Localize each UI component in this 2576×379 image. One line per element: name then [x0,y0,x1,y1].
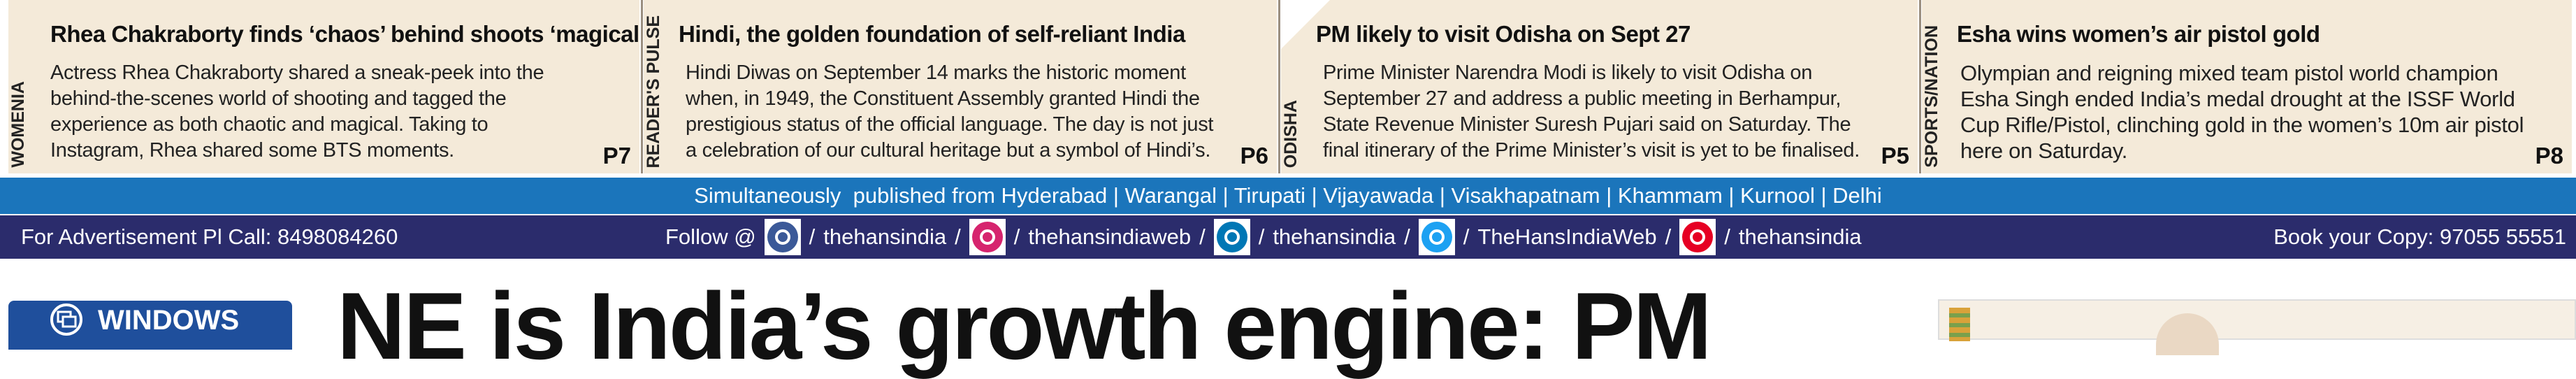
section-label: READER'S PULSE [644,15,663,168]
column-divider [1919,0,1921,173]
teaser-body: Olympian and reigning mixed team pistol … [1960,61,2524,163]
separator: / [955,224,961,249]
follow-label: Follow @ [665,224,756,249]
social-handle: thehansindia [823,224,947,249]
teaser-body: Actress Rhea Chakraborty shared a sneak-… [50,62,544,162]
section-label: WOMENIA [8,81,28,168]
teaser: READER'S PULSE Hindi, the golden foundati… [644,0,1277,173]
separator: / [1665,224,1672,249]
teaser-headline: Hindi, the golden foundation of self-rel… [679,21,1185,47]
separator: / [809,224,816,249]
teaser-headline: PM likely to visit Odisha on Sept 27 [1316,21,1691,47]
separator: / [1258,224,1265,249]
book-copy: Book your Copy: 97055 55551 [2273,224,2566,249]
social-handle: thehansindia [1273,224,1396,249]
separator: / [1724,224,1730,249]
social-handle: thehansindiaweb [1028,224,1192,249]
teaser: WOMENIA Rhea Chakraborty finds ‘chaos’ be… [8,0,639,173]
social-icon [764,219,801,255]
figure [2156,313,2219,355]
section-label: SPORTS/NATION [1922,25,1941,168]
window-icon [50,303,82,336]
page-number: P5 [1881,143,1909,169]
separator: / [1199,224,1206,249]
separator: / [1013,224,1020,249]
page-number: P7 [602,143,631,169]
teaser-body: Hindi Diwas on September 14 marks the hi… [686,62,1214,162]
garland [1949,308,1970,341]
social-handle: TheHansIndiaWeb [1477,224,1657,249]
section-badge: WINDOWS [8,301,292,350]
teaser: SPORTS/NATION Esha wins women’s air pisto… [1922,0,2572,173]
separator: / [1404,224,1410,249]
teaser: ODISHA PM likely to visit Odisha on Sept … [1281,0,1918,173]
social-icon [1679,219,1716,255]
column-divider [641,0,643,173]
section-label: ODISHA [1281,99,1301,168]
badge-label: WINDOWS [98,305,240,336]
separator: / [1463,224,1470,249]
advertisement: For Advertisement Pl Call: 8498084260 [21,224,398,249]
social-row: Follow @ / / thehansindia / / thehansindiaweb… [665,215,1862,259]
social-handle: thehansindia [1738,224,1862,249]
teaser-headline: Rhea Chakraborty finds ‘chaos’ behind sh… [50,21,639,47]
social-icon [1213,219,1250,255]
corner-triangle [1281,0,1330,49]
lead-photo [1938,299,2576,355]
page-number: P6 [1240,143,1268,169]
social-icon [1418,219,1455,255]
social-icon [969,219,1006,255]
column-divider [1278,0,1280,173]
editions-bar: Simultaneously published from Hyderabad … [0,178,2576,214]
page-number: P8 [2535,143,2563,169]
lead-headline: NE is India’s growth engine: PM [337,273,1712,379]
footer-bar: For Advertisement Pl Call: 8498084260 Fo… [0,215,2576,259]
teaser-headline: Esha wins women’s air pistol gold [1957,21,2320,47]
teaser-body: Prime Minister Narendra Modi is likely t… [1323,62,1860,162]
